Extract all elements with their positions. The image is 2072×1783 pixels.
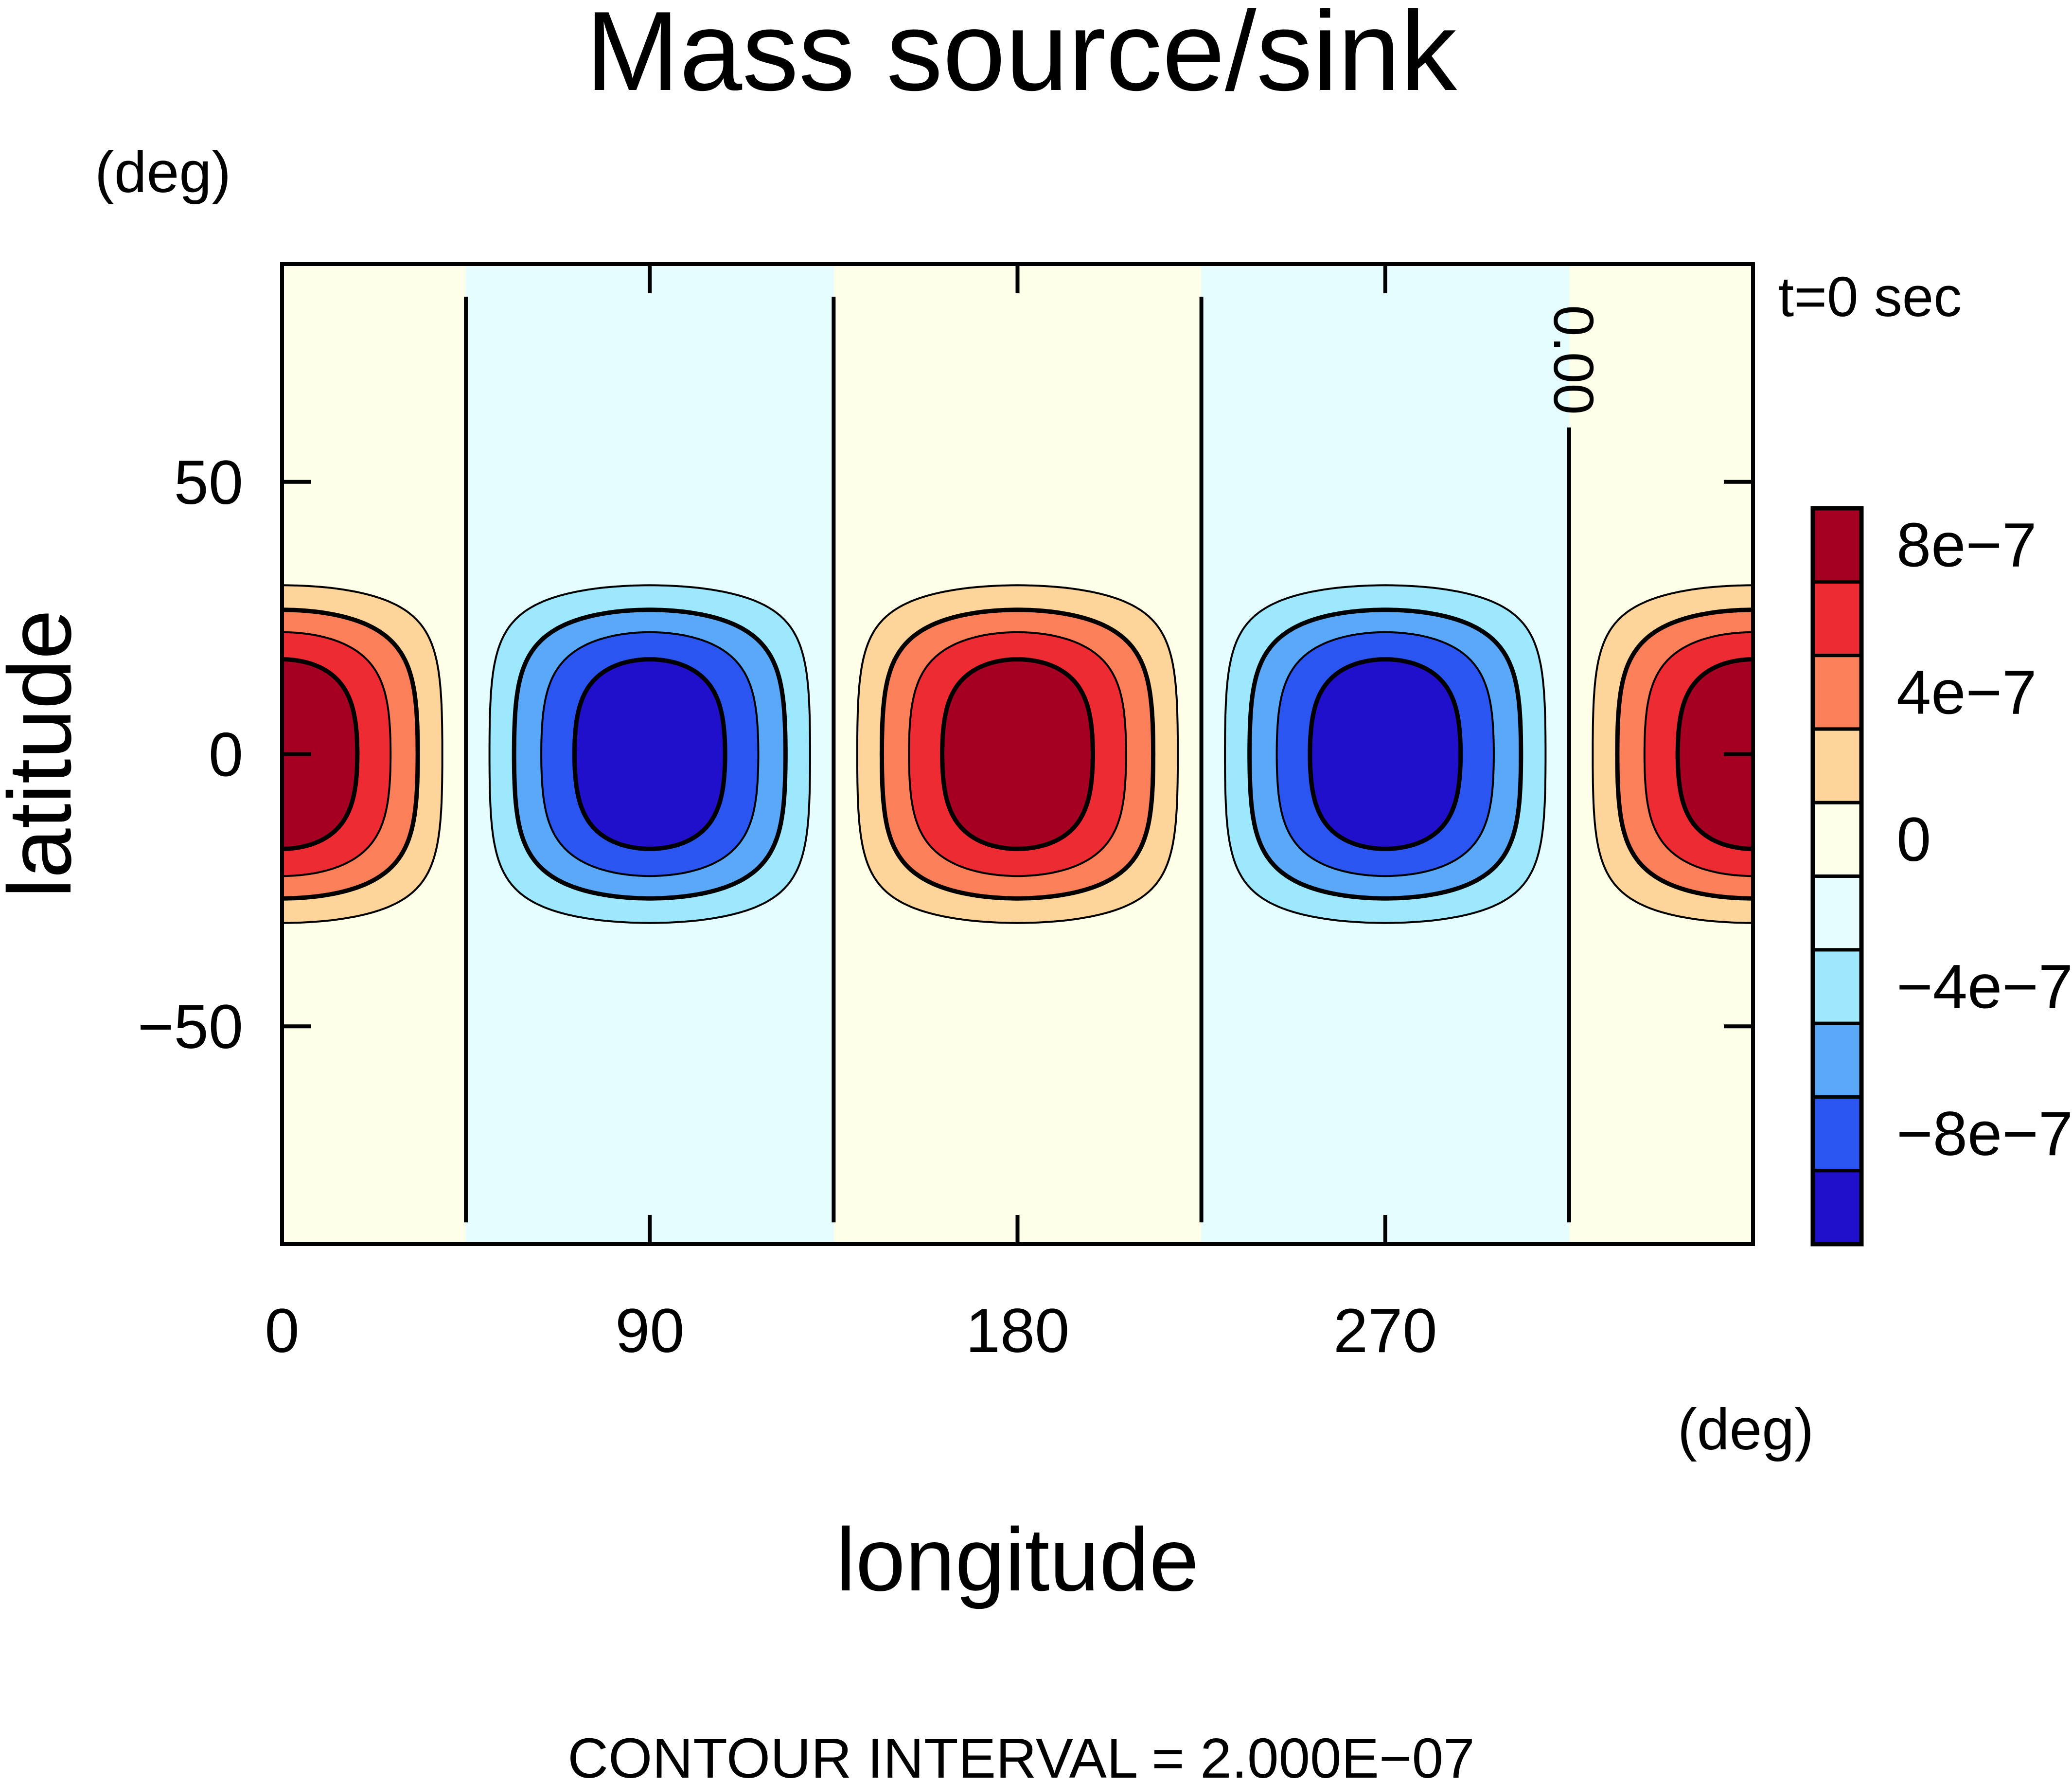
- contour-lines: [282, 297, 1753, 1223]
- contour-negative: [488, 584, 1547, 924]
- colorbar-cell: [1811, 654, 1863, 731]
- contour-positive: [282, 631, 1753, 877]
- contour-interval-text: CONTOUR INTERVAL = 2.000E−07: [567, 1727, 1474, 1783]
- colorbar-cell: [1811, 801, 1863, 878]
- colorbar-cell: [1811, 1169, 1863, 1246]
- contour-negative: [512, 607, 1523, 901]
- plot-frame: [280, 262, 1755, 1246]
- colorbar-frame: [1810, 506, 1864, 1247]
- colorbar-cell: [1811, 948, 1863, 1025]
- x-tick-label: 0: [265, 1296, 299, 1366]
- x-tick-label: 90: [615, 1296, 684, 1366]
- y-tick-labels: −50 0 50: [138, 448, 243, 1062]
- colorbar-cell: [1811, 580, 1863, 658]
- x-axis-unit: (deg): [1678, 1397, 1814, 1462]
- colorbar-tick-label: −4e−7: [1896, 952, 2072, 1021]
- y-tick-label: 50: [174, 448, 243, 517]
- colorbar: [1810, 506, 1864, 1247]
- colorbar-cell: [1811, 874, 1863, 952]
- colorbar-tick-label: 8e−7: [1896, 511, 2037, 580]
- colorbar-tick-label: 0: [1896, 805, 1931, 874]
- colorbar-cell: [1811, 506, 1863, 584]
- colorbar-labels: 8e−7 4e−7 0 −4e−7 −8e−7: [1896, 511, 2072, 1169]
- y-axis-title: latitude: [0, 609, 89, 898]
- x-tick-labels: 0 90 180 270: [265, 1296, 1437, 1366]
- contour-positive: [282, 607, 1753, 901]
- chart-title: Mass source/sink: [585, 0, 1457, 114]
- contour-negative: [572, 657, 1463, 851]
- x-axis-title: longitude: [836, 1509, 1199, 1609]
- contour-positive: [282, 584, 1753, 924]
- zero-contour-label: 0.00: [1542, 305, 1605, 415]
- colorbar-cell: [1811, 727, 1863, 804]
- y-axis-unit: (deg): [95, 140, 231, 205]
- y-tick-label: 0: [209, 720, 243, 790]
- shaded-field: [282, 264, 1753, 1244]
- plot-area: [282, 264, 1753, 1244]
- contour-negative: [540, 631, 1495, 877]
- x-tick-label: 270: [1333, 1296, 1437, 1366]
- colorbar-tick-label: 4e−7: [1896, 658, 2037, 727]
- colorbar-cell: [1811, 1095, 1863, 1173]
- time-label: t=0 sec: [1778, 265, 1962, 328]
- contour-positive: [282, 657, 1753, 851]
- y-tick-label: −50: [138, 992, 243, 1062]
- x-tick-label: 180: [966, 1296, 1070, 1366]
- colorbar-cell: [1811, 1021, 1863, 1099]
- colorbar-tick-label: −8e−7: [1896, 1099, 2072, 1169]
